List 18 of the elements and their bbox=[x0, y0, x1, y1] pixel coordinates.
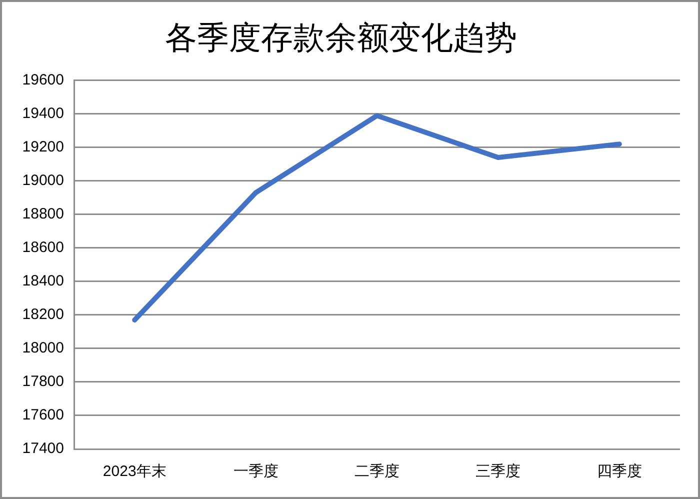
y-tick-label: 19400 bbox=[22, 105, 64, 122]
y-tick-label: 18400 bbox=[22, 272, 64, 290]
y-tick-label: 17600 bbox=[22, 406, 64, 424]
y-tick-label: 18000 bbox=[22, 340, 64, 357]
y-tick-label: 17400 bbox=[22, 440, 64, 458]
y-tick-label: 19600 bbox=[22, 72, 64, 89]
x-tick-label: 2023年末 bbox=[102, 463, 166, 480]
y-tick-label: 19000 bbox=[22, 172, 64, 190]
y-tick-label: 19200 bbox=[22, 138, 64, 156]
x-tick-label: 三季度 bbox=[476, 463, 521, 480]
y-tick-label: 18200 bbox=[22, 306, 64, 324]
chart-title: 各季度存款余额变化趋势 bbox=[165, 20, 517, 56]
y-tick-label: 18800 bbox=[22, 206, 64, 223]
x-tick-label: 二季度 bbox=[354, 463, 400, 480]
x-tick-label: 四季度 bbox=[596, 463, 642, 480]
x-tick-label: 一季度 bbox=[233, 463, 278, 480]
y-tick-label: 17800 bbox=[22, 373, 64, 390]
y-tick-label: 18600 bbox=[22, 239, 64, 256]
